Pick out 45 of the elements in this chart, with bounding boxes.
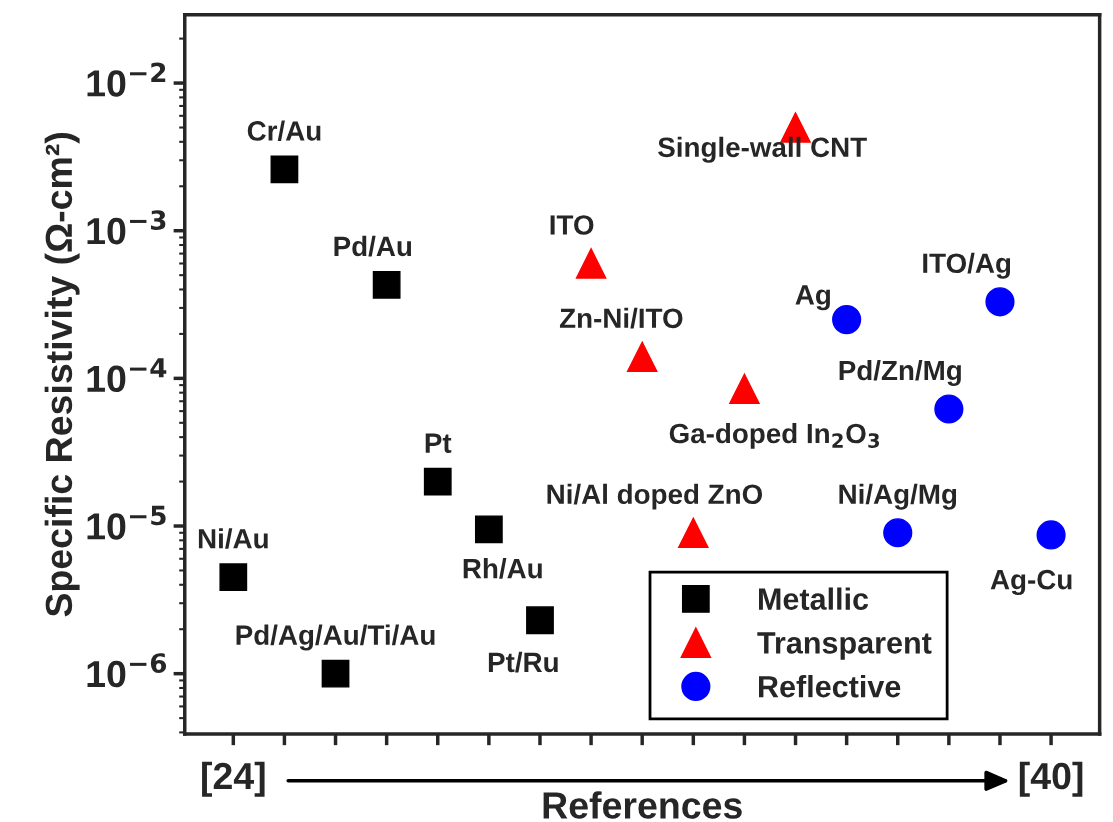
point (526, 606, 554, 635)
point (575, 248, 607, 279)
point (219, 563, 248, 592)
point (626, 341, 658, 373)
annotation: Single-wall CNT (658, 136, 867, 163)
y-tick-label: 10$^{−4}$ (87, 358, 167, 393)
y-tick-label: 10$^{−3}$ (87, 210, 166, 245)
point (883, 518, 913, 548)
x-tick-label: [24] (202, 761, 265, 797)
annotation: Ag-Cu (990, 569, 1072, 596)
annotation: Ga-doped In$_{2}$O$_{3}$ (669, 422, 880, 449)
annotation: Pd/Au (334, 235, 412, 257)
annotation: Pt/Ru (488, 651, 558, 673)
point (832, 305, 862, 335)
x-axis-title: References (543, 791, 742, 819)
point (1036, 520, 1066, 550)
point (729, 373, 760, 405)
point (423, 467, 452, 496)
annotation: Ni/Ag/Mg (839, 483, 957, 510)
annotation: Pd/Zn/Mg (839, 359, 961, 386)
legend-label: Transparent (757, 632, 932, 660)
y-axis-title: Specific Resistivity (Ω-cm²) (44, 133, 80, 617)
annotation: Ni/Al doped ZnO (547, 483, 763, 510)
y-tick-label: 10$^{−2}$ (87, 62, 166, 97)
legend-label: Reflective (759, 675, 901, 698)
point (934, 394, 964, 424)
annotation: Ag (795, 285, 830, 311)
point (372, 270, 401, 299)
annotation: Cr/Au (247, 120, 321, 142)
annotation: ITO/Ag (923, 252, 1011, 279)
point (678, 517, 709, 549)
annotation: Pd/Ag/Au/Ti/Au (236, 624, 435, 651)
point (985, 287, 1015, 317)
y-tick-label: 10$^{−5}$ (87, 505, 166, 540)
point (270, 155, 299, 184)
annotation: Ni/Au (198, 528, 268, 549)
annotation: ITO (550, 215, 594, 235)
annotation: Zn-Ni/ITO (559, 307, 683, 329)
y-tick-label: 10$^{−6}$ (87, 653, 167, 688)
point (321, 659, 350, 688)
annotation: Rh/Au (463, 558, 542, 579)
legend-label: Metallic (759, 587, 869, 610)
point (474, 515, 503, 544)
annotation: Pt (425, 433, 452, 453)
x-tick-label: [40] (1019, 761, 1083, 797)
